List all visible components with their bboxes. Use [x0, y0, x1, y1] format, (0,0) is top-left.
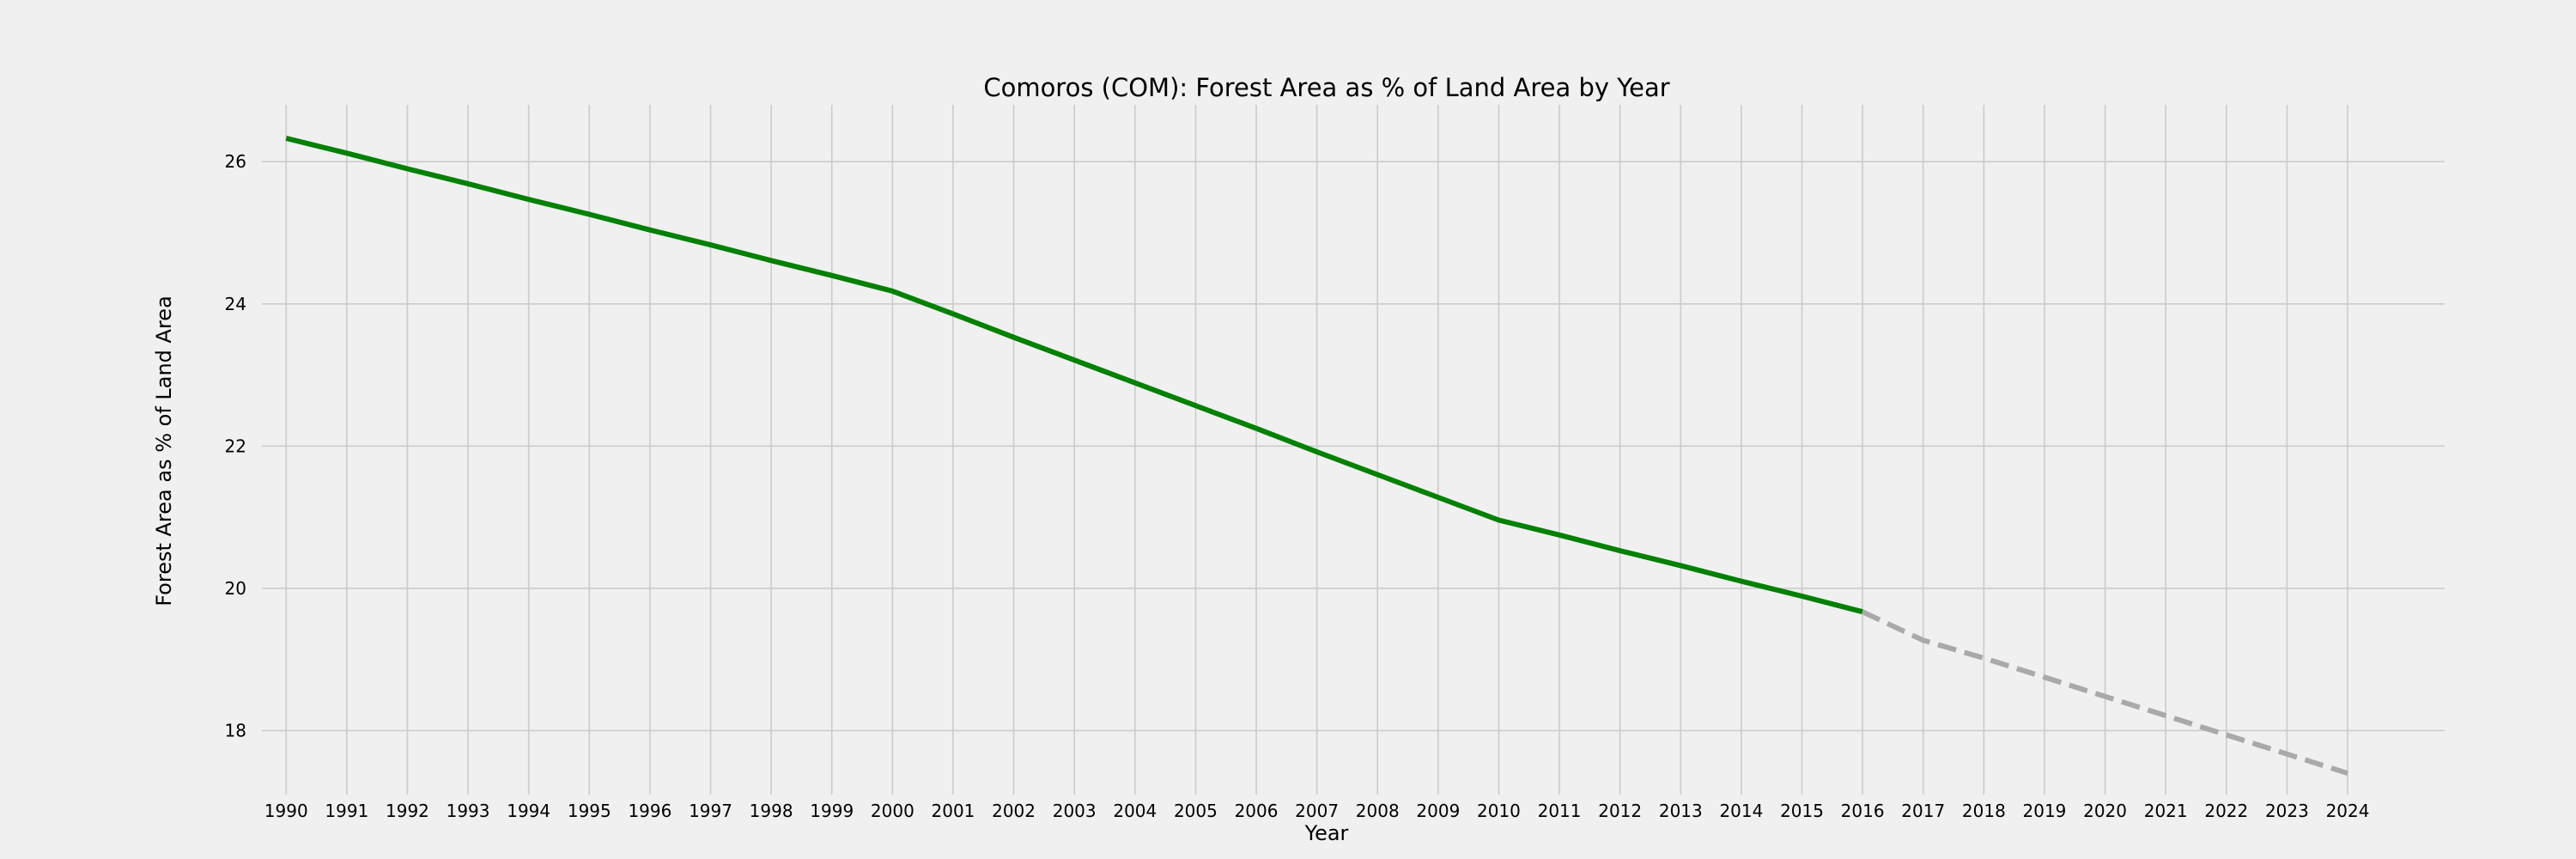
- x-tick-label: 2022: [2204, 801, 2248, 821]
- x-tick-label: 1991: [325, 801, 368, 821]
- x-tick-label: 2012: [1598, 801, 1642, 821]
- x-tick-label: 2018: [1962, 801, 2006, 821]
- x-tick-label: 2019: [2023, 801, 2067, 821]
- x-tick-label: 1999: [810, 801, 854, 821]
- actual-series-line: [285, 135, 1863, 615]
- x-tick-label: 1997: [689, 801, 732, 821]
- x-tick-label: 2000: [871, 801, 914, 821]
- y-tick-labels: 18 20 22 24 26: [225, 151, 246, 740]
- forecast-series-line: [1861, 609, 2348, 777]
- x-tick-label: 2015: [1780, 801, 1824, 821]
- y-tick-label: 26: [225, 151, 246, 172]
- x-tick-label: 1998: [750, 801, 793, 821]
- x-tick-label: 1990: [264, 801, 308, 821]
- x-tick-label: 2004: [1113, 801, 1157, 821]
- x-tick-label: 2011: [1538, 801, 1582, 821]
- grid-lines: [262, 105, 2445, 795]
- x-tick-label: 1992: [386, 801, 429, 821]
- x-tick-label: 2005: [1174, 801, 1218, 821]
- x-tick-label: 2013: [1659, 801, 1703, 821]
- y-axis-label: Forest Area as % of Land Area: [152, 295, 176, 606]
- x-tick-label: 2024: [2326, 801, 2370, 821]
- x-tick-label: 2001: [932, 801, 975, 821]
- x-tick-label: 2020: [2083, 801, 2127, 821]
- x-tick-label: 2009: [1416, 801, 1460, 821]
- x-tick-label: 2003: [1053, 801, 1097, 821]
- y-tick-label: 20: [225, 578, 246, 599]
- x-tick-label: 1993: [447, 801, 490, 821]
- x-tick-label: 1995: [568, 801, 611, 821]
- x-tick-labels: 1990 1991 1992 1993 1994 1995 1996 1997 1998 1999…: [264, 801, 2370, 821]
- x-tick-label: 1996: [628, 801, 671, 821]
- x-tick-label: 2006: [1235, 801, 1279, 821]
- y-tick-label: 22: [225, 436, 246, 456]
- series-lines: [285, 135, 2348, 777]
- x-tick-label: 2010: [1477, 801, 1521, 821]
- chart-title: Comoros (COM): Forest Area as % of Land …: [983, 73, 1669, 102]
- x-tick-label: 1994: [507, 801, 550, 821]
- x-tick-label: 2017: [1901, 801, 1945, 821]
- x-tick-label: 2008: [1356, 801, 1400, 821]
- x-tick-label: 2002: [992, 801, 1036, 821]
- y-tick-label: 24: [225, 294, 246, 314]
- x-tick-label: 2016: [1841, 801, 1885, 821]
- x-tick-label: 2007: [1295, 801, 1339, 821]
- y-tick-label: 18: [225, 720, 246, 740]
- x-axis-label: Year: [1304, 821, 1349, 845]
- x-tick-label: 2021: [2144, 801, 2188, 821]
- x-tick-label: 2014: [1719, 801, 1763, 821]
- x-tick-label: 2023: [2265, 801, 2309, 821]
